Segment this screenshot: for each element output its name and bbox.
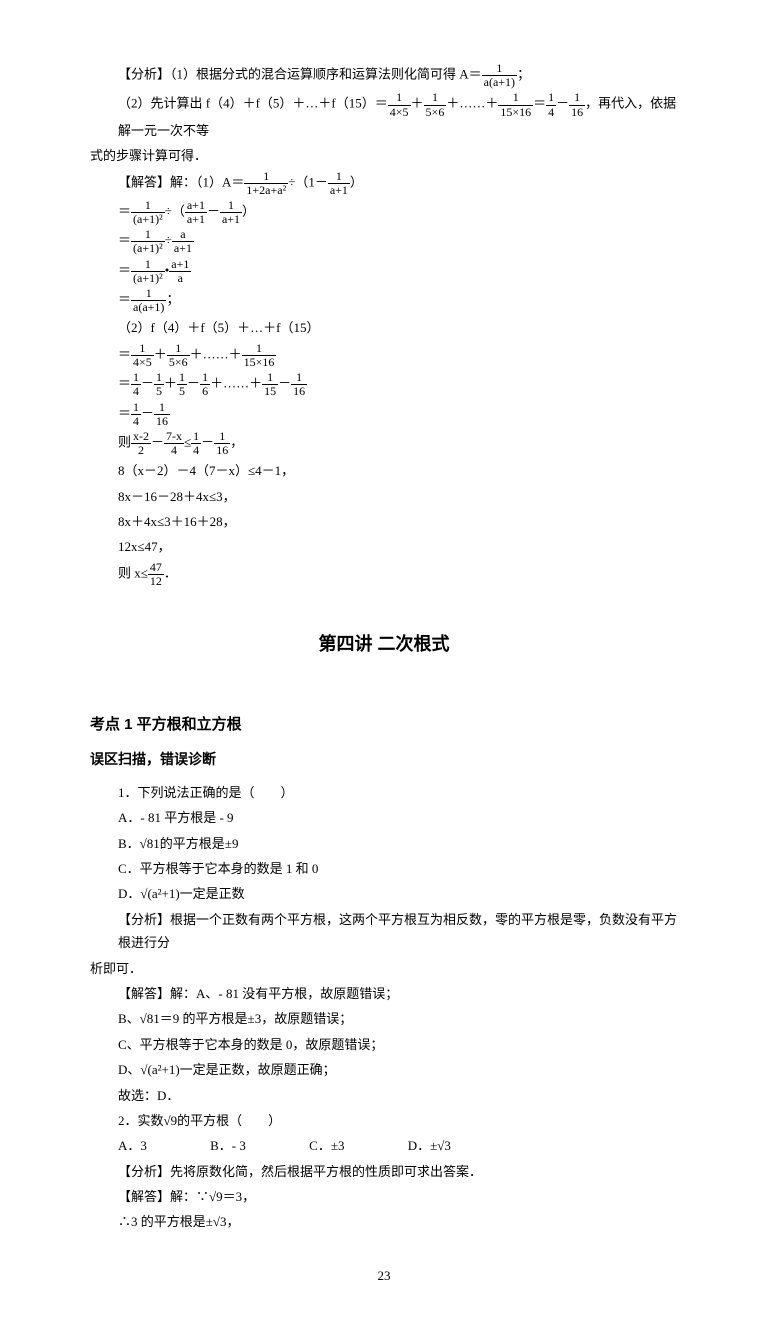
q1: 1．下列说法正确的是（ ） <box>90 781 678 804</box>
solve-15: 则 x≤4712． <box>90 561 678 588</box>
q2-opt-a: A．3 <box>118 1134 147 1157</box>
solve-14: 12x≤47， <box>90 535 678 558</box>
solve-4: ＝1(a+1)²•a+1a <box>90 258 678 285</box>
q1-solve-3: C、平方根等于它本身的数是 0，故原题错误； <box>90 1033 678 1056</box>
keypoint-title: 考点 1 平方根和立方根 <box>90 711 678 738</box>
document-body: 【分析】（1）根据分式的混合运算顺序和运算法则化简可得 A＝1a(a+1)； （… <box>90 62 678 1287</box>
q2-solve-1: 【解答】解：∵√9＝3， <box>90 1185 678 1208</box>
solve-12: 8x－16－28＋4x≤3， <box>90 485 678 508</box>
q2-solve-2: ∴3 的平方根是±√3， <box>90 1210 678 1233</box>
solve-7: ＝14×5＋15×6＋……＋115×16 <box>90 342 678 369</box>
q1-solve-1: 【解答】解：A、- 81 没有平方根，故原题错误； <box>90 982 678 1005</box>
q1-analysis-b: 析即可． <box>90 957 678 980</box>
q1-opt-b: B．√81的平方根是±9 <box>90 832 678 855</box>
solve-10: 则x-22－7-x4≤14－116， <box>90 430 678 457</box>
solve-8: ＝14－15＋15－16＋……＋115－116 <box>90 371 678 398</box>
solve-2: ＝1(a+1)²÷（a+1a+1－1a+1） <box>90 199 678 226</box>
error-scan-title: 误区扫描，错误诊断 <box>90 748 678 773</box>
q2-opt-d: D．±√3 <box>408 1134 451 1157</box>
analysis-2: （2）先计算出 f（4）＋f（5）＋…＋f（15）＝14×5＋15×6＋……＋1… <box>90 91 678 142</box>
q2-opt-c: C．±3 <box>309 1134 344 1157</box>
solve-1: 【解答】解：（1）A＝11+2a+a²÷（1－1a+1） <box>90 170 678 197</box>
q1-opt-d: D．√(a²+1)一定是正数 <box>90 882 678 905</box>
chapter-title: 第四讲 二次根式 <box>90 628 678 660</box>
solve-9: ＝14－116 <box>90 401 678 428</box>
analysis-2b: 式的步骤计算可得． <box>90 144 678 167</box>
q1-solve-2: B、√81＝9 的平方根是±3，故原题错误； <box>90 1007 678 1030</box>
q1-solve-4: D、√(a²+1)一定是正数，故原题正确； <box>90 1058 678 1081</box>
q2: 2．实数√9的平方根（ ） <box>90 1109 678 1132</box>
page-number: 23 <box>90 1264 678 1287</box>
q1-opt-c: C．平方根等于它本身的数是 1 和 0 <box>90 857 678 880</box>
analysis-1: 【分析】（1）根据分式的混合运算顺序和运算法则化简可得 A＝1a(a+1)； <box>90 62 678 89</box>
q1-analysis: 【分析】根据一个正数有两个平方根，这两个平方根互为相反数，零的平方根是零，负数没… <box>90 908 678 955</box>
q1-solve-5: 故选：D． <box>90 1084 678 1107</box>
q2-opt-b: B．- 3 <box>210 1134 246 1157</box>
q2-analysis: 【分析】先将原数化简，然后根据平方根的性质即可求出答案． <box>90 1160 678 1183</box>
q1-opt-a: A．- 81 平方根是 - 9 <box>90 806 678 829</box>
solve-11: 8（x－2）－4（7－x）≤4－1， <box>90 459 678 482</box>
solve-3: ＝1(a+1)²÷aa+1 <box>90 228 678 255</box>
solve-13: 8x＋4x≤3＋16＋28， <box>90 510 678 533</box>
solve-5: ＝1a(a+1)； <box>90 287 678 314</box>
q2-options: A．3 B．- 3 C．±3 D．±√3 <box>90 1134 678 1157</box>
solve-6: （2）f（4）＋f（5）＋…＋f（15） <box>90 316 678 339</box>
